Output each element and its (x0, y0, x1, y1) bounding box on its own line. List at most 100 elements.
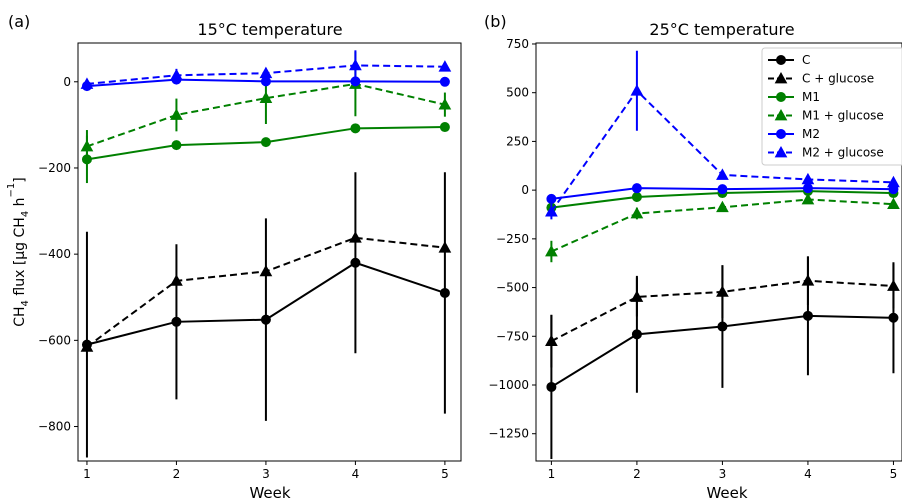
series-c-15c (81, 172, 450, 458)
series-m2-glucose-15c (80, 50, 452, 89)
y-axis-label-part: ] (12, 177, 28, 182)
data-point (802, 183, 813, 194)
y-tick-label: −500 (496, 281, 529, 295)
panel-label-b: (b) (484, 12, 507, 31)
legend-marker (776, 129, 786, 139)
y-axis-label-part: flux [µg CH (12, 217, 28, 300)
y-tick-label: 0 (521, 183, 529, 197)
legend-marker (776, 92, 786, 102)
data-point (259, 66, 273, 79)
legend-box (761, 47, 902, 166)
legend-entry: M2 + glucose (768, 146, 884, 160)
chart-title-25c: 25°C temperature (649, 20, 794, 39)
series-m1-glucose-25c (545, 192, 900, 263)
data-point (801, 172, 815, 185)
y-tick-label: −1000 (488, 378, 529, 392)
x-tick-label: 4 (804, 467, 812, 481)
data-point (630, 84, 644, 96)
y-tick-label: 500 (506, 86, 529, 100)
legend-entry: M1 (768, 90, 820, 104)
data-point (887, 175, 900, 188)
legend: C C + glucose M1 M1 + glucose M2 M2 + glucose (761, 47, 902, 166)
y-axis-label-part: 4 (20, 211, 31, 217)
data-point (631, 329, 642, 340)
series-m1-15c (81, 122, 450, 184)
legend-marker (774, 71, 788, 84)
data-point (170, 274, 183, 286)
plot-frame-a (77, 42, 462, 462)
x-tick-label: 5 (441, 467, 449, 481)
legend-label: M2 (802, 127, 820, 141)
data-point (438, 60, 452, 72)
data-point (438, 98, 452, 110)
data-point (717, 321, 728, 332)
y-axis-label-part: −1 (6, 183, 17, 198)
y-axis-label-part: CH (12, 306, 28, 326)
y-axis-label-part: 4 (20, 300, 31, 306)
data-point (439, 287, 450, 298)
y-tick-label: 750 (506, 37, 529, 51)
panel-15c: (a) 15°C temperature Week CH4 flux [µg C… (6, 12, 462, 501)
x-tick-label: 3 (262, 467, 270, 481)
legend-entry: C (768, 53, 810, 67)
data-point (80, 139, 94, 152)
x-tick-label: 1 (548, 467, 556, 481)
legend-label: C (802, 53, 810, 67)
data-point (171, 316, 182, 327)
data-point (259, 264, 273, 277)
data-point (80, 340, 94, 352)
x-tick-label: 3 (719, 467, 727, 481)
series-c-glucose-15c (80, 231, 452, 352)
legend-entry: M2 (768, 127, 820, 141)
data-point (630, 206, 644, 219)
y-axis-label: CH4 flux [µg CH4 h−1] (6, 177, 31, 327)
data-point (887, 279, 900, 291)
data-point (546, 193, 557, 204)
data-point (546, 381, 557, 392)
data-point (631, 183, 642, 194)
x-axis-label-a: Week (249, 484, 290, 501)
legend-label: M1 + glucose (802, 109, 884, 123)
x-axis-label-b: Week (706, 484, 747, 501)
data-point (630, 290, 644, 302)
data-point (260, 137, 271, 148)
data-point (260, 76, 271, 87)
legend-marker (774, 145, 788, 158)
legend-marker (774, 108, 788, 121)
data-point (439, 76, 450, 87)
data-point (259, 91, 273, 104)
data-point (349, 231, 362, 243)
y-tick-label: −1250 (488, 427, 529, 441)
x-tick-label: 1 (83, 467, 91, 481)
legend-label: M1 (802, 90, 820, 104)
plot-area-25c: 1 2 3 4 5 −1250 −1000 −750 −500 −250 0 250 500 750 (488, 37, 900, 481)
y-axis-label-part: h (12, 197, 28, 210)
legend-label: M2 + glucose (802, 146, 884, 160)
data-point (170, 108, 183, 120)
data-point (170, 68, 183, 81)
series-m2-glucose-25c (545, 50, 900, 220)
data-point (888, 312, 899, 323)
legend-label: C + glucose (802, 72, 874, 86)
y-tick-label: −750 (496, 329, 529, 343)
data-point (631, 191, 642, 202)
data-point (716, 168, 729, 180)
y-tick-label: 0 (63, 75, 71, 89)
data-point (545, 205, 558, 217)
data-point (716, 200, 729, 213)
data-point (545, 334, 558, 347)
y-tick-label: 250 (506, 134, 529, 148)
data-point (801, 192, 815, 205)
y-tick-label: −600 (38, 333, 71, 347)
data-point (801, 274, 815, 286)
series-c-glucose-25c (545, 256, 900, 368)
data-point (80, 77, 94, 89)
legend-entry: M1 + glucose (768, 109, 884, 123)
plot-area-15c: 1 2 3 4 5 −800 −600 −400 −200 0 (38, 50, 452, 481)
x-tick-label: 4 (352, 467, 360, 481)
data-point (802, 310, 813, 321)
panel-label-a: (a) (8, 12, 30, 31)
data-point (349, 58, 362, 71)
data-point (717, 184, 728, 195)
